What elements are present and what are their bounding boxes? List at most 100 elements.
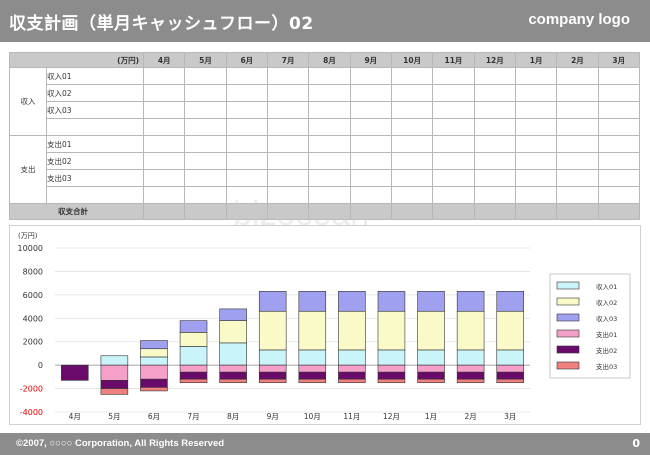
value-cell[interactable] (473, 84, 516, 102)
value-cell[interactable] (432, 101, 475, 119)
value-cell[interactable] (514, 67, 558, 85)
value-cell[interactable] (514, 101, 558, 119)
total-cell[interactable] (473, 203, 516, 220)
value-cell[interactable] (266, 135, 310, 153)
value-cell[interactable] (266, 67, 310, 85)
value-cell[interactable] (225, 152, 269, 170)
value-cell[interactable] (556, 84, 599, 102)
value-cell[interactable] (432, 118, 475, 136)
value-cell[interactable] (308, 67, 351, 85)
value-cell[interactable] (473, 67, 516, 85)
value-cell[interactable] (514, 118, 558, 136)
value-cell[interactable] (390, 186, 434, 204)
value-cell[interactable] (432, 135, 475, 153)
value-cell[interactable] (225, 118, 269, 136)
value-cell[interactable] (266, 186, 310, 204)
value-cell[interactable] (349, 67, 392, 85)
value-cell[interactable] (308, 169, 351, 187)
value-cell[interactable] (143, 84, 186, 102)
value-cell[interactable] (184, 101, 227, 119)
value-cell[interactable] (308, 186, 351, 204)
value-cell[interactable] (266, 101, 310, 119)
value-cell[interactable] (390, 152, 434, 170)
value-cell[interactable] (597, 152, 640, 170)
value-cell[interactable] (225, 169, 269, 187)
value-cell[interactable] (597, 169, 640, 187)
value-cell[interactable] (556, 169, 599, 187)
value-cell[interactable] (597, 186, 640, 204)
value-cell[interactable] (349, 84, 392, 102)
value-cell[interactable] (390, 101, 434, 119)
value-cell[interactable] (184, 152, 227, 170)
total-cell[interactable] (390, 203, 434, 220)
value-cell[interactable] (308, 101, 351, 119)
total-cell[interactable] (266, 203, 310, 220)
value-cell[interactable] (556, 67, 599, 85)
value-cell[interactable] (349, 118, 392, 136)
value-cell[interactable] (349, 169, 392, 187)
value-cell[interactable] (432, 169, 475, 187)
value-cell[interactable] (432, 186, 475, 204)
value-cell[interactable] (143, 169, 186, 187)
value-cell[interactable] (184, 169, 227, 187)
value-cell[interactable] (432, 67, 475, 85)
value-cell[interactable] (473, 101, 516, 119)
value-cell[interactable] (308, 84, 351, 102)
total-cell[interactable] (225, 203, 269, 220)
value-cell[interactable] (473, 135, 516, 153)
value-cell[interactable] (514, 169, 558, 187)
value-cell[interactable] (266, 118, 310, 136)
value-cell[interactable] (143, 186, 186, 204)
value-cell[interactable] (225, 101, 269, 119)
value-cell[interactable] (308, 152, 351, 170)
value-cell[interactable] (143, 135, 186, 153)
total-cell[interactable] (556, 203, 599, 220)
value-cell[interactable] (143, 101, 186, 119)
value-cell[interactable] (473, 169, 516, 187)
total-cell[interactable] (597, 203, 640, 220)
value-cell[interactable] (225, 67, 269, 85)
value-cell[interactable] (556, 135, 599, 153)
value-cell[interactable] (308, 135, 351, 153)
value-cell[interactable] (266, 152, 310, 170)
value-cell[interactable] (225, 135, 269, 153)
value-cell[interactable] (184, 84, 227, 102)
total-cell[interactable] (514, 203, 558, 220)
total-cell[interactable] (308, 203, 351, 220)
value-cell[interactable] (473, 186, 516, 204)
value-cell[interactable] (143, 152, 186, 170)
value-cell[interactable] (266, 169, 310, 187)
value-cell[interactable] (266, 84, 310, 102)
value-cell[interactable] (556, 118, 599, 136)
value-cell[interactable] (473, 118, 516, 136)
value-cell[interactable] (597, 84, 640, 102)
value-cell[interactable] (225, 84, 269, 102)
value-cell[interactable] (556, 152, 599, 170)
value-cell[interactable] (184, 118, 227, 136)
total-cell[interactable] (432, 203, 475, 220)
value-cell[interactable] (184, 186, 227, 204)
total-cell[interactable] (184, 203, 227, 220)
value-cell[interactable] (514, 186, 558, 204)
total-cell[interactable] (143, 203, 186, 220)
value-cell[interactable] (390, 84, 434, 102)
value-cell[interactable] (597, 118, 640, 136)
value-cell[interactable] (225, 186, 269, 204)
value-cell[interactable] (597, 101, 640, 119)
value-cell[interactable] (432, 152, 475, 170)
value-cell[interactable] (390, 67, 434, 85)
value-cell[interactable] (556, 101, 599, 119)
total-cell[interactable] (349, 203, 392, 220)
value-cell[interactable] (390, 169, 434, 187)
value-cell[interactable] (349, 135, 392, 153)
value-cell[interactable] (597, 135, 640, 153)
value-cell[interactable] (473, 152, 516, 170)
value-cell[interactable] (514, 135, 558, 153)
value-cell[interactable] (143, 67, 186, 85)
value-cell[interactable] (432, 84, 475, 102)
value-cell[interactable] (349, 152, 392, 170)
value-cell[interactable] (143, 118, 186, 136)
value-cell[interactable] (184, 135, 227, 153)
value-cell[interactable] (514, 152, 558, 170)
value-cell[interactable] (514, 84, 558, 102)
